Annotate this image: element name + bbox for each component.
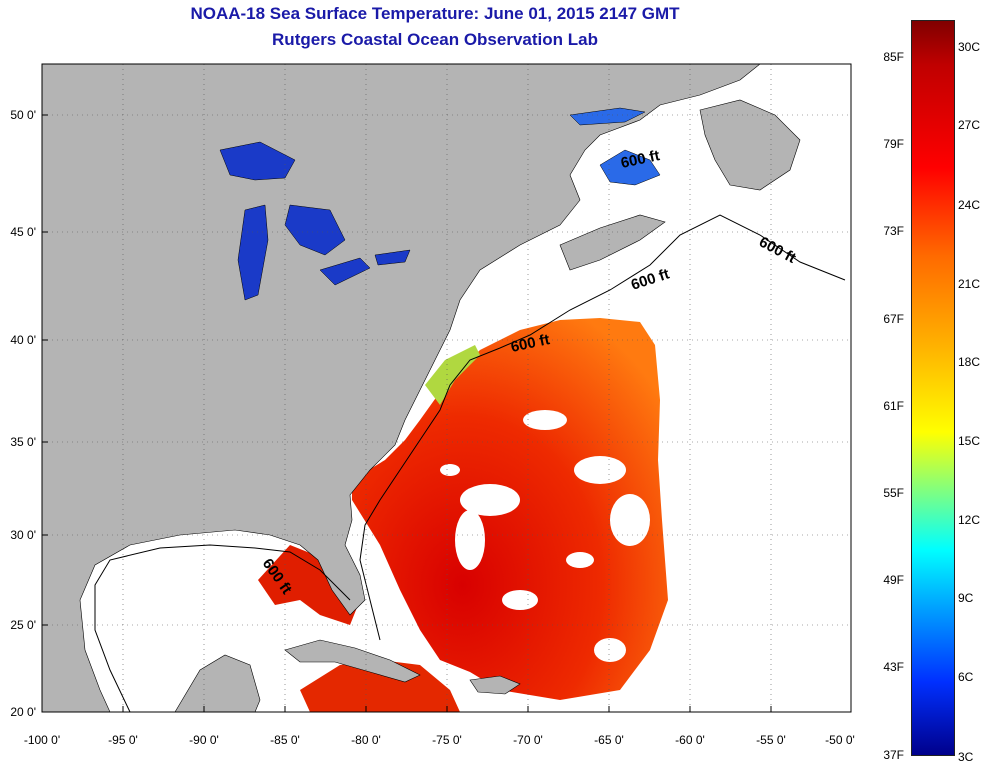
sst-cool-coastal	[425, 345, 480, 405]
colorbar-c-label: 6C	[958, 670, 974, 684]
lon-label: -55 0'	[756, 733, 786, 747]
colorbar-f-label: 49F	[883, 573, 904, 587]
cuba-land	[284, 639, 421, 683]
axis-ticks	[41, 114, 852, 713]
isobath-600ft-gulf	[94, 544, 351, 712]
isobath-600ft-atlantic	[359, 214, 846, 641]
sst-caribbean-patch	[300, 660, 460, 712]
lat-label: 30 0'	[10, 528, 36, 542]
lon-label: -100 0'	[23, 733, 61, 747]
yucatan-land	[174, 654, 261, 712]
lat-label: 35 0'	[10, 435, 36, 449]
lon-label: -95 0'	[108, 733, 138, 747]
lon-label: -70 0'	[513, 733, 543, 747]
colorbar-f-label: 85F	[883, 50, 904, 64]
map-title: NOAA-18 Sea Surface Temperature: June 01…	[190, 4, 680, 23]
colorbar-f-label: 79F	[883, 137, 904, 151]
colorbar-c-label: 12C	[958, 513, 981, 527]
lon-label: -90 0'	[189, 733, 219, 747]
lon-label: -75 0'	[432, 733, 462, 747]
colorbar-f-label: 43F	[883, 660, 904, 674]
nova-scotia-land	[559, 214, 666, 271]
lon-label: -80 0'	[351, 733, 381, 747]
colorbar-c-label: 30C	[958, 40, 981, 54]
colorbar-f-label: 37F	[883, 748, 904, 762]
colorbar-c-label: 18C	[958, 355, 981, 369]
sst-gulf-patch	[258, 545, 360, 625]
colorbar-c-label: 21C	[958, 277, 981, 291]
hispaniola-land	[469, 675, 521, 695]
temperature-colorbar	[911, 20, 955, 756]
lon-label: -65 0'	[594, 733, 624, 747]
colorbar-c-label: 3C	[958, 750, 974, 764]
graticule	[42, 64, 851, 712]
colorbar-f-label: 55F	[883, 486, 904, 500]
colorbar-c-label: 9C	[958, 591, 974, 605]
lat-label: 40 0'	[10, 333, 36, 347]
lat-label: 25 0'	[10, 618, 36, 632]
lat-label: 50 0'	[10, 108, 36, 122]
colorbar-c-label: 15C	[958, 434, 981, 448]
newfoundland-land	[699, 99, 801, 191]
colorbar-f-label: 61F	[883, 399, 904, 413]
colorbar-f-label: 73F	[883, 224, 904, 238]
colorbar-c-label: 27C	[958, 118, 981, 132]
lon-label: -50 0'	[825, 733, 855, 747]
colorbar-c-label: 24C	[958, 198, 981, 212]
colorbar-f-label: 67F	[883, 312, 904, 326]
lon-label: -85 0'	[270, 733, 300, 747]
north-america-land	[42, 64, 761, 712]
lat-label: 20 0'	[10, 705, 36, 719]
great-lakes	[219, 141, 411, 301]
lat-label: 45 0'	[10, 225, 36, 239]
lon-label: -60 0'	[675, 733, 705, 747]
gulf-of-st-lawrence	[569, 107, 661, 186]
cloud-mask	[440, 410, 650, 662]
map-subtitle: Rutgers Coastal Ocean Observation Lab	[272, 30, 598, 49]
